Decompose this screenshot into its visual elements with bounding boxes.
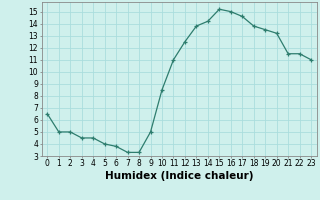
X-axis label: Humidex (Indice chaleur): Humidex (Indice chaleur) <box>105 171 253 181</box>
